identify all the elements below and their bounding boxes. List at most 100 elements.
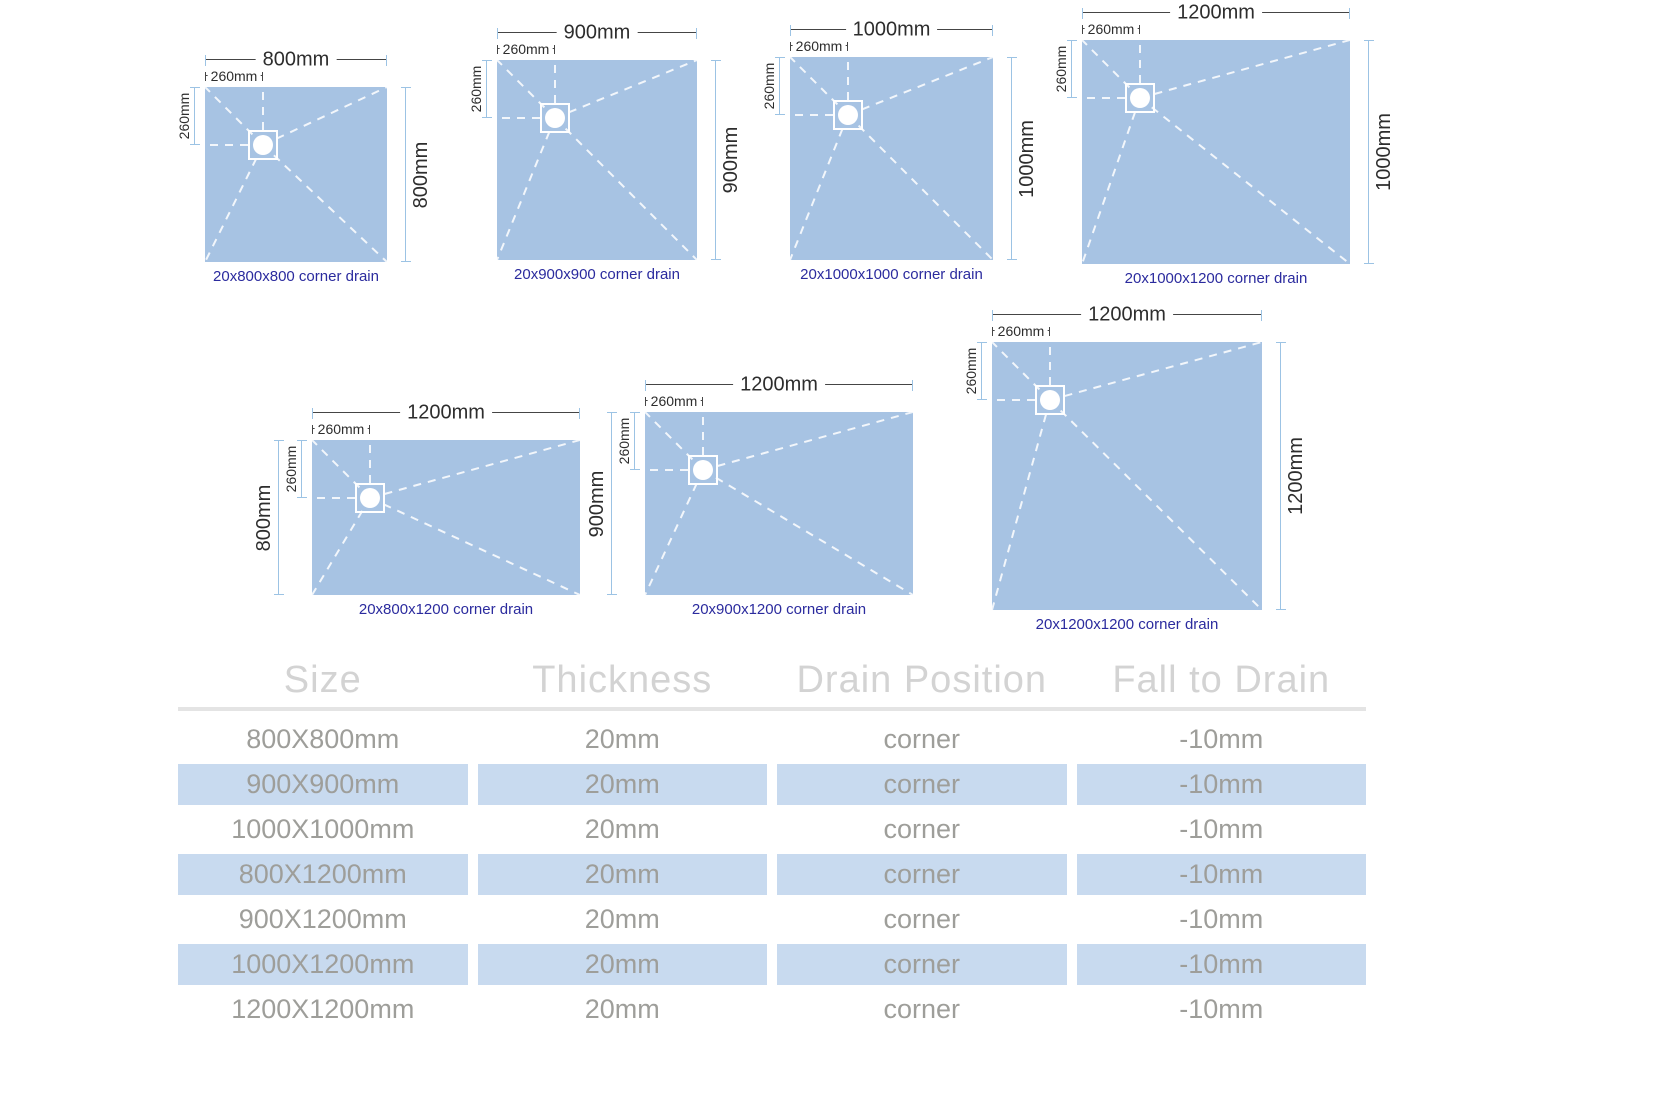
cell-size: 800X800mm — [246, 724, 400, 754]
height-dimension-label: 900mm — [720, 126, 742, 194]
drain-icon — [693, 460, 713, 480]
drain-offset-h-label: 260mm — [499, 41, 553, 57]
header-drain-position: Drain Position — [796, 658, 1048, 701]
width-dimension: 800mm — [205, 48, 387, 72]
drain-flow-lines — [992, 342, 1262, 610]
height-dimension-label: 1200mm — [1285, 437, 1307, 515]
cell-drain-position: corner — [883, 994, 961, 1024]
cell-drain-position: corner — [883, 814, 961, 844]
tray-diagram-1000x1000: 1000mm 260mm 260mm 1000mm 20x1000x1000 c… — [761, 18, 1038, 283]
drain-offset-v-label: 260mm — [963, 347, 979, 395]
width-dimension: 1200mm — [1082, 1, 1350, 25]
width-dimension-label: 1200mm — [400, 401, 492, 425]
drain-offset-dimension-h: 260mm — [205, 68, 263, 84]
width-dimension-label: 1200mm — [1170, 1, 1262, 25]
height-dimension-label: 1000mm — [1373, 113, 1395, 191]
cell-size: 800X1200mm — [178, 852, 468, 897]
drain-icon — [1040, 390, 1060, 410]
drain-icon — [838, 105, 858, 125]
height-dimension-label: 800mm — [253, 484, 275, 551]
drain-offset-dimension-v: 260mm — [468, 60, 492, 118]
height-dimension: 1000mm — [1364, 40, 1395, 264]
table-row: 900X1200mm 20mm corner -10mm — [178, 897, 1366, 942]
width-dimension-label: 900mm — [556, 21, 638, 45]
tray-caption: 20x1000x1200 corner drain — [1124, 270, 1308, 287]
drain-square — [688, 455, 718, 485]
height-dimension-label: 1000mm — [1016, 119, 1038, 198]
height-dimension: 800mm — [253, 440, 284, 595]
height-dimension: 1200mm — [1276, 342, 1307, 610]
width-dimension: 1200mm — [645, 373, 913, 397]
cell-fall-to-drain: -10mm — [1179, 904, 1264, 934]
width-dimension-label: 1200mm — [1081, 303, 1173, 327]
tray-diagram-800x800: 800mm 260mm 260mm 800mm 20x800x800 corne… — [176, 48, 432, 285]
drain-icon — [545, 108, 565, 128]
header-divider — [178, 707, 1366, 711]
cell-thickness: 20mm — [477, 852, 767, 897]
drain-flow-lines — [645, 412, 913, 595]
cell-drain-position: corner — [777, 762, 1067, 807]
height-dimension: 1000mm — [1007, 57, 1038, 260]
drain-offset-h-label: 260mm — [1084, 21, 1138, 37]
tray-caption: 20x800x1200 corner drain — [358, 601, 534, 618]
height-dimension-label: 800mm — [410, 141, 432, 208]
drain-offset-dimension-h: 260mm — [992, 323, 1050, 339]
cell-fall-to-drain: -10mm — [1179, 724, 1264, 754]
drain-offset-dimension-h: 260mm — [645, 393, 703, 409]
tray-caption: 20x1200x1200 corner drain — [1035, 616, 1219, 633]
drain-icon — [253, 135, 273, 155]
tray-top-view — [790, 57, 993, 260]
drain-offset-dimension-v: 260mm — [963, 342, 987, 400]
tray-caption: 20x800x800 corner drain — [213, 268, 379, 285]
cell-thickness: 20mm — [584, 994, 660, 1024]
height-dimension: 900mm — [586, 412, 617, 595]
tray-top-view — [497, 60, 697, 260]
drain-flow-lines — [312, 440, 580, 595]
drain-icon — [1130, 88, 1150, 108]
tray-top-view — [992, 342, 1262, 610]
spec-table-body: 800X800mm 20mm corner -10mm 900X900mm 20… — [178, 717, 1366, 1032]
tray-caption: 20x1000x1000 corner drain — [800, 266, 983, 283]
drain-offset-h-label: 260mm — [207, 68, 261, 84]
cell-fall-to-drain: -10mm — [1179, 994, 1264, 1024]
tray-diagram-800x1200: 1200mm 260mm 260mm 800mm 20x800x1200 cor… — [253, 401, 580, 618]
drain-offset-v-label: 260mm — [616, 417, 632, 465]
cell-drain-position: corner — [777, 942, 1067, 987]
drain-offset-v-label: 260mm — [761, 62, 777, 110]
drain-offset-dimension-h: 260mm — [790, 38, 848, 54]
tray-top-view — [312, 440, 580, 595]
cell-drain-position: corner — [883, 724, 961, 754]
drain-offset-dimension-h: 260mm — [1082, 21, 1140, 37]
drain-offset-dimension-h: 260mm — [497, 41, 555, 57]
drain-offset-v-label: 260mm — [176, 92, 192, 140]
table-row: 800X1200mm 20mm corner -10mm — [178, 852, 1366, 897]
cell-thickness: 20mm — [584, 814, 660, 844]
tray-caption: 20x900x1200 corner drain — [691, 601, 867, 618]
cell-size: 1000X1200mm — [178, 942, 468, 987]
drain-flow-lines — [790, 57, 993, 260]
cell-drain-position: corner — [777, 852, 1067, 897]
spec-table-header: Size Thickness Drain Position Fall to Dr… — [178, 655, 1366, 705]
drain-flow-lines — [497, 60, 697, 260]
drain-square — [540, 103, 570, 133]
tray-top-view — [1082, 40, 1350, 264]
drain-offset-h-label: 260mm — [647, 393, 701, 409]
table-row: 1000X1000mm 20mm corner -10mm — [178, 807, 1366, 852]
drain-flow-lines — [1082, 40, 1350, 264]
cell-thickness: 20mm — [477, 762, 767, 807]
table-row: 800X800mm 20mm corner -10mm — [178, 717, 1366, 762]
tray-diagram-1000x1200: 1200mm 260mm 260mm 1000mm 20x1000x1200 c… — [1053, 1, 1395, 287]
cell-fall-to-drain: -10mm — [1076, 942, 1366, 987]
table-row: 1200X1200mm 20mm corner -10mm — [178, 987, 1366, 1032]
tray-top-view — [645, 412, 913, 595]
tray-caption: 20x900x900 corner drain — [514, 266, 680, 283]
header-size: Size — [283, 658, 362, 701]
tray-diagram-900x900: 900mm 260mm 260mm 900mm 20x900x900 corne… — [468, 21, 742, 283]
drain-square — [1125, 83, 1155, 113]
drain-offset-h-label: 260mm — [792, 38, 846, 54]
tray-diagram-1200x1200: 1200mm 260mm 260mm 1200mm 20x1200x1200 c… — [963, 303, 1307, 633]
height-dimension: 900mm — [711, 60, 742, 260]
width-dimension: 900mm — [497, 21, 697, 45]
drain-offset-h-label: 260mm — [314, 421, 368, 437]
drain-offset-dimension-h: 260mm — [312, 421, 370, 437]
